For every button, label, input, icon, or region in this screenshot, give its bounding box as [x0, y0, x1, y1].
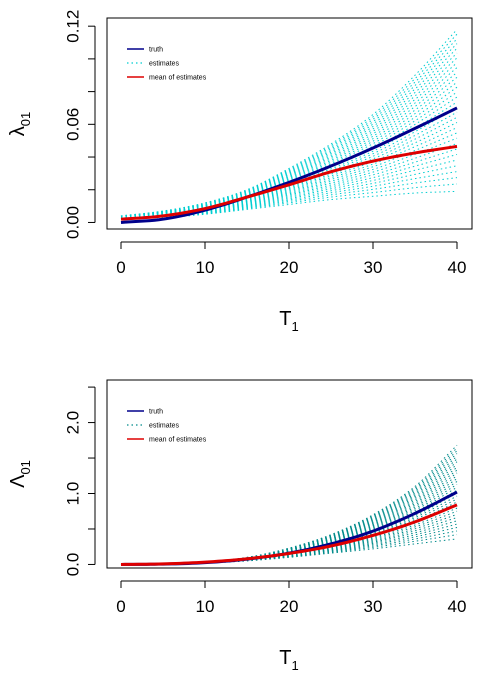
- estimate-line: [121, 453, 457, 564]
- estimate-line: [121, 476, 457, 565]
- estimate-lines: [121, 29, 457, 217]
- truth-line: [121, 108, 457, 223]
- x-tick-label: 0: [116, 258, 125, 277]
- estimate-line: [121, 535, 457, 565]
- legend: truth estimates mean of estimates: [127, 409, 207, 444]
- y-tick-label: 0.0: [63, 553, 82, 577]
- x-axis-label: T1: [279, 647, 298, 673]
- y-tick-label: 2.0: [63, 411, 82, 435]
- x-tick-label: 20: [280, 258, 299, 277]
- x-tick-label: 40: [448, 258, 467, 277]
- estimate-line: [121, 72, 457, 216]
- estimate-line: [121, 524, 457, 564]
- y-tick-label: 0.12: [63, 10, 82, 43]
- y-tick-label: 0.00: [63, 206, 82, 239]
- mean-line: [121, 505, 457, 565]
- legend-label: estimates: [149, 61, 179, 68]
- legend-label: mean of estimates: [149, 75, 207, 82]
- legend-label: estimates: [149, 423, 179, 430]
- x-tick-label: 40: [448, 597, 467, 616]
- estimate-line: [121, 97, 457, 217]
- estimate-line: [121, 107, 457, 217]
- x-tick-label: 10: [196, 258, 215, 277]
- y-axis-label: Λ01: [7, 460, 33, 488]
- estimate-lines: [121, 445, 457, 564]
- y-axis-label: λ01: [7, 112, 33, 136]
- y-axis: 0.0 1.0 2.0: [63, 387, 95, 576]
- x-axis: 0 10 20 30 40: [116, 581, 466, 616]
- estimate-line: [121, 514, 457, 564]
- legend-label: truth: [149, 409, 163, 416]
- panel-cumulative-hazard: 0 10 20 30 40 0.0 1.0 2.0 truth estimates mean o…: [7, 380, 472, 673]
- estimate-line: [121, 77, 457, 216]
- x-axis: 0 10 20 30 40: [116, 242, 466, 277]
- series-lines: [121, 108, 457, 223]
- estimate-line: [121, 505, 457, 564]
- x-tick-label: 0: [116, 597, 125, 616]
- estimate-line: [121, 511, 457, 564]
- estimate-line: [121, 448, 457, 564]
- x-tick-label: 10: [196, 597, 215, 616]
- x-tick-label: 30: [364, 597, 383, 616]
- y-axis: 0.00 0.06 0.12: [63, 10, 95, 239]
- estimate-line: [121, 112, 457, 217]
- estimate-line: [121, 68, 457, 217]
- x-tick-label: 30: [364, 258, 383, 277]
- estimate-line: [121, 102, 457, 217]
- estimate-line: [121, 82, 457, 216]
- estimate-line: [121, 133, 457, 217]
- estimate-line: [121, 445, 457, 564]
- estimate-line: [121, 138, 457, 217]
- estimate-line: [121, 58, 457, 216]
- legend: truth estimates mean of estimates: [127, 47, 207, 82]
- legend-label: truth: [149, 47, 163, 54]
- estimate-line: [121, 451, 457, 565]
- x-axis-label: T1: [279, 308, 298, 334]
- legend-label: mean of estimates: [149, 437, 207, 444]
- y-tick-label: 0.06: [63, 108, 82, 141]
- x-tick-label: 20: [280, 597, 299, 616]
- panel-hazard: 0 10 20 30 40 0.00 0.06 0.12 truth estimates mea…: [7, 10, 472, 334]
- estimate-line: [121, 531, 457, 564]
- estimate-line: [121, 128, 457, 217]
- y-tick-label: 1.0: [63, 482, 82, 506]
